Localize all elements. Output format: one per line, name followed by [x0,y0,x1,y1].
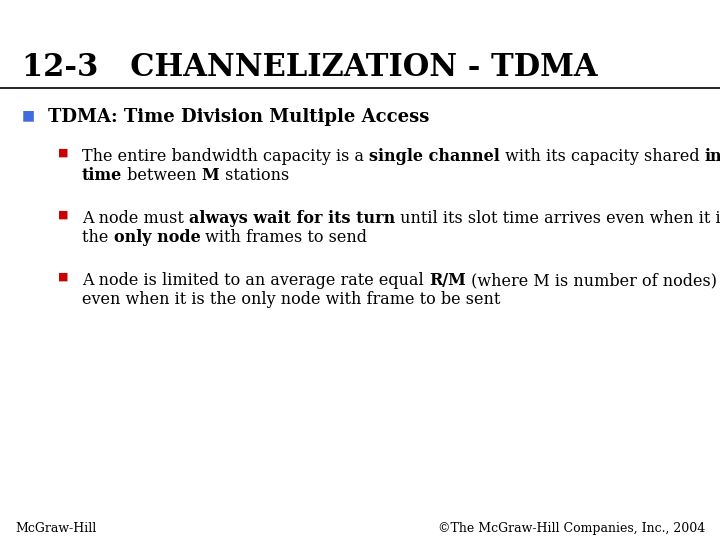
Text: ©The McGraw-Hill Companies, Inc., 2004: ©The McGraw-Hill Companies, Inc., 2004 [438,522,705,535]
Text: even when it is the only node with frame to be sent: even when it is the only node with frame… [82,291,500,308]
Text: only node: only node [114,229,200,246]
Text: McGraw-Hill: McGraw-Hill [15,522,96,535]
Text: with frames to send: with frames to send [200,229,367,246]
Text: stations: stations [220,167,289,184]
Text: single channel: single channel [369,148,500,165]
Text: between: between [122,167,202,184]
Text: M: M [202,167,220,184]
Text: R/M: R/M [429,272,466,289]
Text: A node must: A node must [82,210,189,227]
Text: time: time [82,167,122,184]
Text: ■: ■ [58,272,68,282]
Text: 12-3   CHANNELIZATION - TDMA: 12-3 CHANNELIZATION - TDMA [22,52,598,83]
Text: always wait for its turn: always wait for its turn [189,210,395,227]
Text: ■: ■ [58,210,68,220]
Text: ■: ■ [58,148,68,158]
Text: until its slot time arrives even when it is: until its slot time arrives even when it… [395,210,720,227]
Text: A node is limited to an average rate equal: A node is limited to an average rate equ… [82,272,429,289]
Text: ■: ■ [22,108,35,122]
Text: TDMA: Time Division Multiple Access: TDMA: Time Division Multiple Access [48,108,429,126]
Text: with its capacity shared: with its capacity shared [500,148,705,165]
Text: (where M is number of nodes): (where M is number of nodes) [466,272,716,289]
Text: in: in [705,148,720,165]
Text: The entire bandwidth capacity is a: The entire bandwidth capacity is a [82,148,369,165]
Text: the: the [82,229,114,246]
